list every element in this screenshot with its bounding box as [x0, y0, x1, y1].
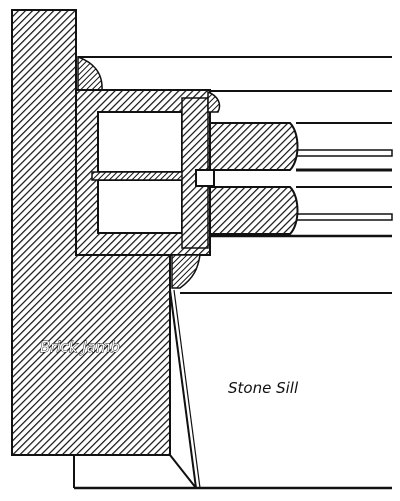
stone-sill-label: Stone Sill	[228, 379, 299, 397]
frame-bead-top	[207, 90, 221, 113]
frame-opening-upper	[97, 111, 183, 173]
bottom-moulding	[171, 254, 201, 289]
top-moulding	[77, 55, 103, 91]
parting-strip	[91, 171, 189, 181]
sash-members	[195, 122, 299, 235]
lower-sash-member	[209, 186, 299, 235]
upper-sash-member	[209, 122, 299, 171]
sash-rod-lower	[295, 213, 393, 221]
meeting-rail-block	[195, 169, 215, 187]
brick-jamb-label: Brick Jamb	[40, 338, 120, 356]
frame-lines	[78, 56, 392, 294]
frame-opening-lower	[97, 179, 183, 234]
sash-rods	[295, 149, 393, 221]
stone-sill	[12, 289, 392, 490]
sash-rod-upper	[295, 149, 393, 157]
